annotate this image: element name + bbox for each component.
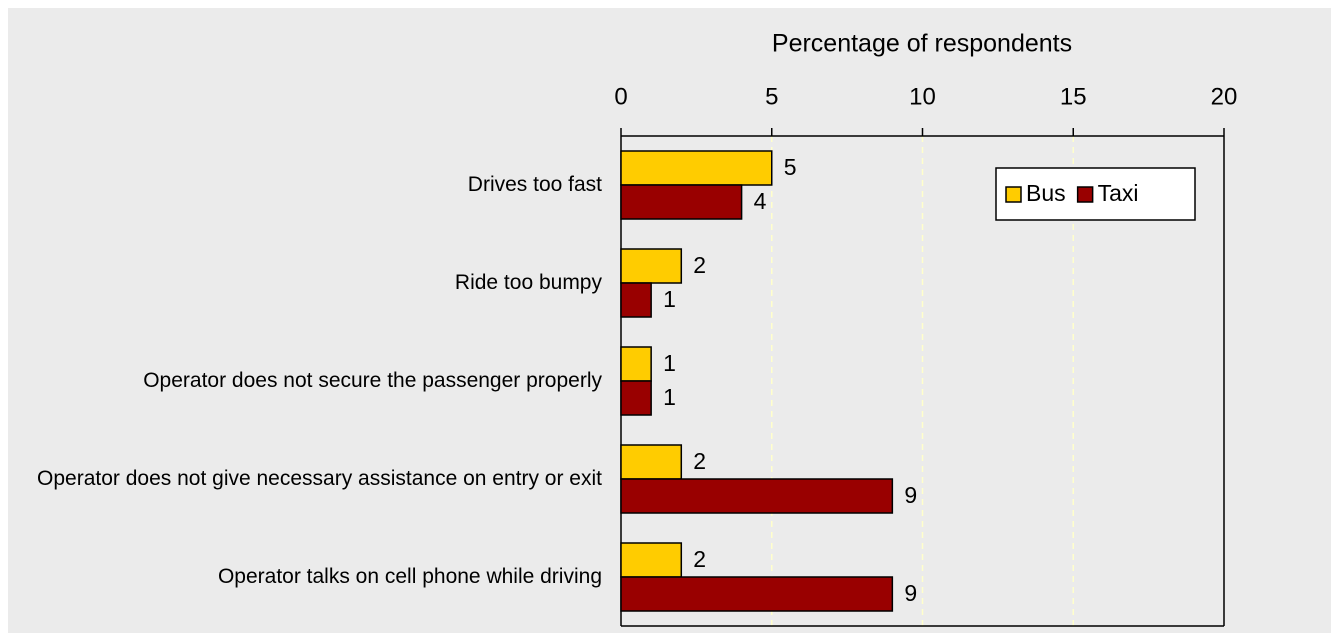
value-label: 2	[693, 252, 706, 278]
x-tick-label: 0	[614, 83, 627, 110]
value-label: 9	[904, 482, 917, 508]
category-label: Ride too bumpy	[22, 268, 602, 298]
value-label: 9	[904, 580, 917, 606]
value-label: 1	[663, 384, 676, 410]
bar	[620, 150, 773, 186]
bar	[620, 282, 652, 318]
legend-label: Bus	[1026, 180, 1066, 206]
x-tick-label: 5	[765, 83, 778, 110]
category-text: Operator talks on cell phone while drivi…	[217, 565, 602, 588]
category-label: Operator does not secure the passenger p…	[22, 366, 602, 396]
category-label: Operator talks on cell phone while drivi…	[22, 562, 602, 592]
category-text: Operator does not secure the passenger p…	[143, 369, 602, 392]
value-label: 4	[754, 188, 767, 214]
category-text: Operator does not give necessary assista…	[37, 467, 602, 490]
bar	[620, 444, 683, 480]
value-label: 1	[663, 286, 676, 312]
x-tick-label: 10	[909, 83, 936, 110]
category-text: Drives too fast	[467, 173, 602, 196]
category-label: Drives too fast	[22, 170, 602, 200]
category-label: Operator does not give necessary assista…	[22, 464, 602, 494]
value-label: 1	[663, 350, 676, 376]
chart-background	[8, 8, 1331, 633]
value-label: 2	[693, 546, 706, 572]
bar	[620, 542, 683, 578]
bar	[620, 184, 743, 220]
x-tick-label: 15	[1060, 83, 1087, 110]
legend-swatch	[1005, 186, 1022, 203]
value-label: 2	[693, 448, 706, 474]
bar	[620, 380, 652, 416]
value-label: 5	[784, 154, 797, 180]
bar	[620, 248, 683, 284]
x-axis-title: Percentage of respondents	[772, 30, 1072, 58]
legend-box	[995, 167, 1196, 221]
bar	[620, 478, 894, 514]
bar	[620, 576, 894, 612]
bar	[620, 346, 652, 382]
category-text: Ride too bumpy	[454, 271, 602, 294]
legend-swatch	[1076, 186, 1094, 203]
legend-label: Taxi	[1098, 180, 1139, 206]
x-tick-label: 20	[1211, 83, 1238, 110]
